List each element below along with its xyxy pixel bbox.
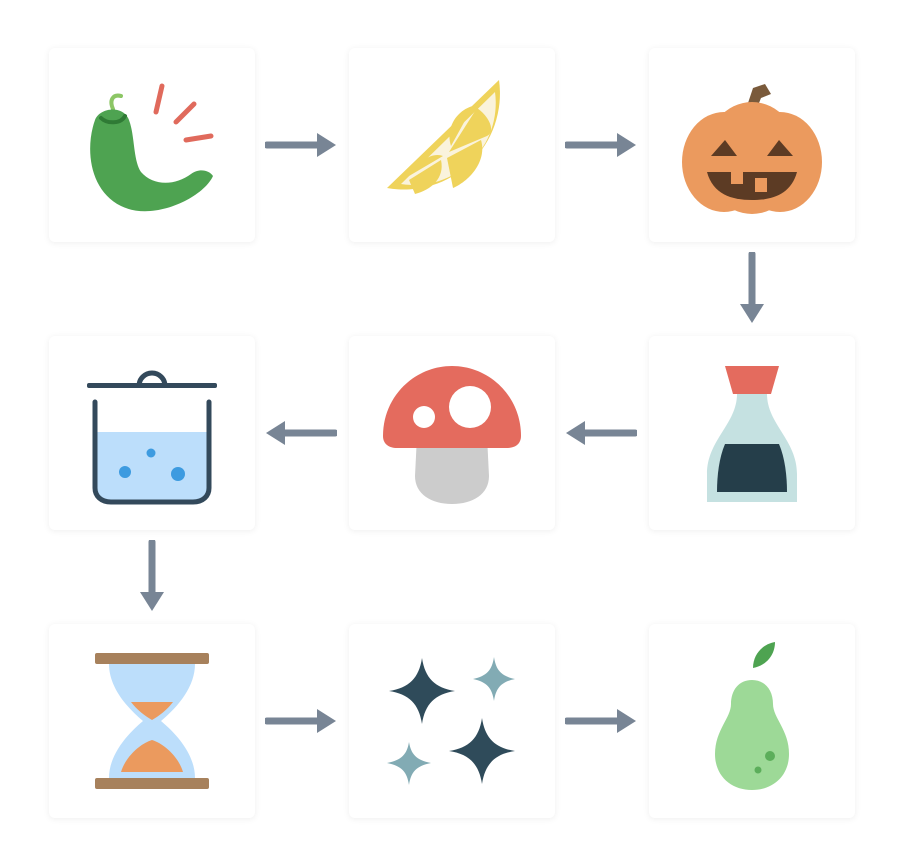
lemon-card bbox=[349, 48, 555, 242]
sparkles-card bbox=[349, 624, 555, 818]
pepper-card bbox=[49, 48, 255, 242]
hourglass-icon bbox=[95, 653, 209, 789]
arrow-down-icon bbox=[740, 252, 764, 323]
pumpkin-card bbox=[649, 48, 855, 242]
sparkles-icon bbox=[387, 657, 515, 785]
soy-sauce-card bbox=[649, 336, 855, 530]
jack-o-lantern-icon bbox=[682, 84, 822, 214]
arrow-left-icon bbox=[266, 421, 337, 445]
arrow-right-icon bbox=[265, 133, 336, 157]
hot-pepper-icon bbox=[90, 83, 214, 212]
mushroom-card bbox=[349, 336, 555, 530]
arrow-right-icon bbox=[565, 709, 636, 733]
arrow-right-icon bbox=[565, 133, 636, 157]
soy-sauce-bottle-icon bbox=[707, 366, 797, 502]
hourglass-card bbox=[49, 624, 255, 818]
arrow-left-icon bbox=[566, 421, 637, 445]
pear-card bbox=[649, 624, 855, 818]
arrow-right-icon bbox=[265, 709, 336, 733]
arrow-down-icon bbox=[140, 540, 164, 611]
mushroom-icon bbox=[383, 366, 521, 504]
pear-icon bbox=[715, 642, 789, 790]
lemon-slice-icon bbox=[387, 80, 500, 194]
pot-card bbox=[49, 336, 255, 530]
boiling-pot-icon bbox=[87, 370, 217, 505]
